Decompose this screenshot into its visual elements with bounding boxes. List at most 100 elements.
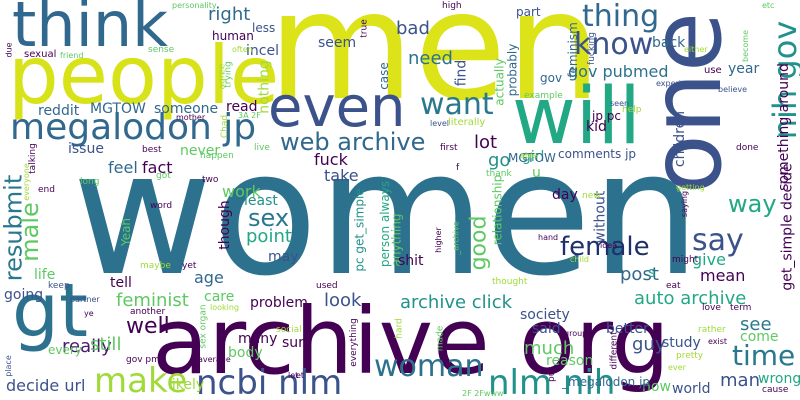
word-maybe: maybe <box>140 261 171 271</box>
word-care: care <box>204 289 235 305</box>
word-fact: fact <box>142 158 173 177</box>
word-shit: shit <box>398 253 424 269</box>
word-looking: looking <box>210 303 240 312</box>
word-use: use <box>704 65 722 76</box>
word-let: let <box>288 371 299 380</box>
word-gov: gov <box>540 71 563 85</box>
word-thank: thank <box>486 169 512 179</box>
word-world: world <box>672 381 711 397</box>
word-society: society <box>520 307 570 323</box>
word-better: better <box>606 321 649 337</box>
word-human: human <box>212 29 254 43</box>
word-reddit: reddit <box>38 103 80 119</box>
word-seen: seen <box>610 99 630 108</box>
word-age: age <box>194 268 224 287</box>
word-s: s <box>648 265 656 281</box>
word-underscore-archive: _archive <box>451 221 461 255</box>
word-male: male <box>15 202 44 262</box>
word-put: put <box>546 367 557 382</box>
word-word: word <box>150 201 173 211</box>
word-love: love <box>702 303 721 313</box>
word-way: way <box>728 190 777 218</box>
word-pretty: pretty <box>676 351 704 361</box>
word-idea: idea <box>600 241 618 250</box>
word-issue: issue <box>68 141 104 157</box>
word-kid: kid <box>586 119 607 135</box>
word-etc: etc <box>762 1 775 10</box>
word-got: got <box>156 171 171 181</box>
word-incel: incel <box>246 43 279 59</box>
word-need: need <box>408 48 453 69</box>
word-someone: someone <box>154 101 219 117</box>
word-true: true <box>359 19 370 38</box>
word-social: social <box>276 325 302 335</box>
word-higher: higher <box>433 227 443 253</box>
word-average: average <box>198 355 231 364</box>
word-fucking: fucking <box>586 32 597 65</box>
word-study: study <box>662 335 701 351</box>
word-eat: eat <box>666 281 681 291</box>
word-child: child <box>570 255 589 264</box>
word-case: case <box>376 62 391 90</box>
word-cause: cause <box>762 385 789 395</box>
word-archive-org: archive org <box>152 288 670 395</box>
word-gov-pmc: gov pmc <box>126 355 165 365</box>
word-thought: thought <box>492 277 528 287</box>
word-think: think <box>12 0 169 61</box>
word-best: best <box>142 145 162 155</box>
word-feminist: feminist <box>116 290 189 311</box>
word-due: due <box>4 42 14 58</box>
word-yet: yet <box>182 261 197 271</box>
word-everything: everything <box>348 318 359 367</box>
word-will: will <box>512 72 641 162</box>
word-first: first <box>440 143 458 153</box>
word-go: go <box>488 150 511 171</box>
word-well: well <box>126 314 170 339</box>
word-man: man <box>720 370 760 391</box>
word-ncbi-nlm: ncbi nlm <box>196 363 343 400</box>
word-help: help <box>622 105 642 115</box>
word-comments-jp: comments jp <box>558 147 637 161</box>
word-decide-url: decide url <box>6 376 86 395</box>
word-now: now <box>642 379 671 395</box>
word-read: read <box>226 99 258 115</box>
word-feminism: feminism <box>565 22 580 78</box>
word-post: post <box>620 264 659 285</box>
word-life: life <box>34 267 56 283</box>
word-children: children <box>672 110 689 168</box>
word-place: place <box>3 355 13 377</box>
word-fuck: fuck <box>314 150 348 169</box>
word-literally: literally <box>448 117 486 128</box>
word-take: take <box>324 166 359 185</box>
word-may: may <box>268 249 299 265</box>
word-live: live <box>254 143 270 153</box>
word-personality: personality <box>172 1 217 10</box>
word-likely: likely <box>168 377 205 393</box>
word-friend: friend <box>60 51 84 60</box>
word-nothing: nothing <box>256 60 273 114</box>
word-sure: sure <box>282 335 313 351</box>
word-tell: tell <box>110 275 132 291</box>
word-become: become <box>741 29 751 63</box>
word-web-archive: web archive <box>280 128 426 156</box>
word-happen: happen <box>200 151 234 161</box>
word-actually: actually <box>492 58 507 106</box>
word-experience: experience <box>656 79 701 88</box>
word-archive-click: archive click <box>400 292 513 313</box>
word-ever: ever <box>668 363 686 372</box>
word-keep: keep <box>48 281 70 291</box>
word-trying: trying <box>223 61 234 88</box>
word-know: know <box>574 27 654 62</box>
word-said: said <box>532 321 561 337</box>
word-seem: seem <box>318 35 357 51</box>
word-lot: lot <box>474 132 498 153</box>
word-really: really <box>62 336 112 357</box>
word-reason: reason <box>546 353 594 369</box>
word-female: female <box>560 232 650 262</box>
word-high: high <box>442 1 462 11</box>
word-time: time <box>732 339 796 372</box>
word-still: still <box>90 334 122 355</box>
word-say: say <box>692 223 744 258</box>
word-right: right <box>208 4 251 25</box>
word-want: want <box>420 87 494 122</box>
